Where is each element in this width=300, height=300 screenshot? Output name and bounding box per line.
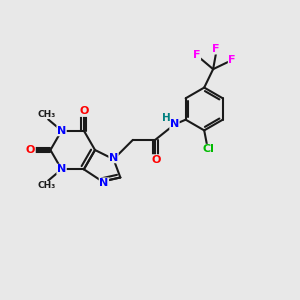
Text: N: N <box>99 178 109 188</box>
Text: O: O <box>79 106 88 116</box>
Text: CH₃: CH₃ <box>38 110 56 118</box>
Text: H: H <box>162 113 170 123</box>
Text: CH₃: CH₃ <box>38 182 56 190</box>
Text: F: F <box>212 44 220 54</box>
Text: N: N <box>57 126 66 136</box>
Text: Cl: Cl <box>203 144 214 154</box>
Text: N: N <box>109 153 118 163</box>
Text: F: F <box>228 55 236 65</box>
Text: F: F <box>193 50 200 60</box>
Text: O: O <box>152 155 161 165</box>
Text: N: N <box>57 164 66 174</box>
Text: O: O <box>26 145 35 155</box>
Text: N: N <box>170 119 179 129</box>
